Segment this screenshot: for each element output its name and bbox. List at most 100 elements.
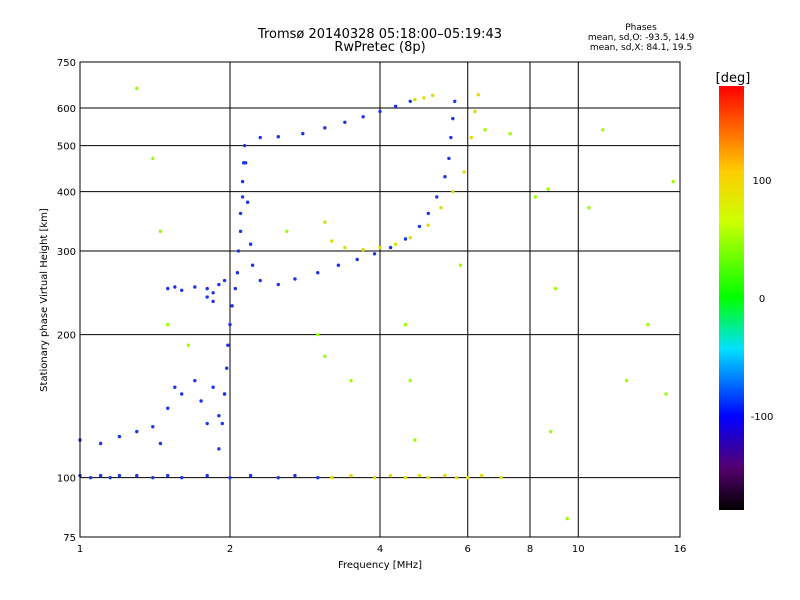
echo-point xyxy=(117,434,122,439)
echo-point xyxy=(186,343,191,347)
echo-point xyxy=(228,475,232,480)
echo-point xyxy=(180,392,184,396)
y-tick-label: 400 xyxy=(57,188,76,199)
echo-point xyxy=(393,104,398,109)
echo-point xyxy=(166,286,170,291)
echo-point xyxy=(388,473,393,478)
echo-point xyxy=(548,429,553,434)
echo-point xyxy=(408,99,412,103)
echo-point xyxy=(240,179,245,184)
echo-point xyxy=(565,516,569,521)
echo-point xyxy=(180,475,184,480)
phase-stats-x: mean, sd,X: 84.1, 19.5 xyxy=(589,43,693,53)
echo-point xyxy=(624,378,629,383)
echo-point xyxy=(98,473,103,478)
echo-point xyxy=(422,96,426,100)
echo-point xyxy=(646,322,650,327)
echo-point xyxy=(426,211,430,216)
echo-point xyxy=(323,126,327,130)
echo-point xyxy=(293,473,297,478)
echo-point xyxy=(671,179,675,184)
echo-point xyxy=(242,143,247,148)
echo-point xyxy=(88,475,93,480)
colorbar-tick-label: 0 xyxy=(759,294,765,305)
y-tick-label: 300 xyxy=(57,247,76,258)
echo-point xyxy=(480,473,484,478)
y-tick-label: 600 xyxy=(57,104,76,115)
echo-point xyxy=(199,399,203,403)
echo-point xyxy=(449,135,453,140)
axis-ticks: 1 2 4 6 8 10 16 75 100 200 300 400 500 600 750 xyxy=(57,58,686,555)
echo-point xyxy=(417,473,422,478)
x-tick-label: 4 xyxy=(377,544,383,555)
echo-point xyxy=(316,271,320,275)
echo-point xyxy=(413,97,417,102)
echo-point xyxy=(258,278,262,283)
echo-point xyxy=(211,385,215,389)
echo-point xyxy=(205,473,209,478)
echo-point xyxy=(323,220,327,224)
echo-points xyxy=(78,86,675,521)
echo-point xyxy=(173,285,177,289)
echo-point xyxy=(403,237,408,241)
echo-point xyxy=(240,195,245,199)
y-tick-label: 750 xyxy=(57,58,76,69)
echo-point xyxy=(301,131,305,136)
echo-point xyxy=(316,332,320,337)
echo-point xyxy=(426,223,430,227)
y-tick-label: 500 xyxy=(57,142,76,153)
echo-point xyxy=(166,473,170,478)
y-axis-label: Stationary phase Virtual Height [km] xyxy=(39,208,50,392)
echo-point xyxy=(222,392,227,396)
echo-point xyxy=(439,206,443,210)
echo-point xyxy=(417,224,422,229)
x-tick-label: 16 xyxy=(674,544,687,555)
echo-point xyxy=(226,343,230,347)
echo-point xyxy=(276,475,280,480)
echo-point xyxy=(466,475,470,480)
echo-point xyxy=(205,295,209,299)
echo-point xyxy=(330,239,334,243)
echo-point xyxy=(458,263,463,267)
echo-point xyxy=(355,257,359,262)
x-tick-label: 1 xyxy=(77,544,83,555)
echo-point xyxy=(217,414,221,418)
colorbar-tick-label: -100 xyxy=(751,412,774,423)
y-tick-label: 200 xyxy=(57,331,76,342)
x-tick-label: 8 xyxy=(527,544,533,555)
echo-point xyxy=(166,406,170,410)
chart-title: Tromsø 20140328 05:18:00–05:19:43 xyxy=(257,27,503,42)
echo-point xyxy=(211,291,215,295)
echo-point xyxy=(180,288,184,292)
echo-point xyxy=(250,263,255,267)
echo-point xyxy=(426,475,430,480)
x-axis-label: Frequency [MHz] xyxy=(338,560,422,571)
echo-point xyxy=(222,278,227,283)
echo-point xyxy=(238,229,243,234)
echo-point xyxy=(98,441,103,446)
echo-point xyxy=(343,120,347,124)
chart-subtitle: RwPretec (8p) xyxy=(334,40,426,55)
echo-point xyxy=(235,271,240,275)
echo-point xyxy=(408,378,412,383)
echo-point xyxy=(378,109,382,114)
echo-point xyxy=(236,249,241,253)
echo-point xyxy=(469,135,474,140)
phase-stats-heading: Phases xyxy=(625,23,657,33)
echo-point xyxy=(135,473,139,478)
echo-point xyxy=(233,286,238,291)
echo-point xyxy=(587,206,591,210)
echo-point xyxy=(228,322,232,327)
echo-point xyxy=(372,475,377,480)
echo-point xyxy=(108,475,112,480)
echo-point xyxy=(533,195,538,199)
x-tick-label: 2 xyxy=(227,544,233,555)
echo-point xyxy=(211,299,215,304)
plot-frame xyxy=(79,61,681,538)
echo-point xyxy=(443,175,447,179)
echo-point xyxy=(508,131,512,136)
echo-point xyxy=(462,170,466,174)
echo-point xyxy=(553,286,558,291)
echo-point xyxy=(430,93,435,98)
echo-point xyxy=(217,282,221,287)
